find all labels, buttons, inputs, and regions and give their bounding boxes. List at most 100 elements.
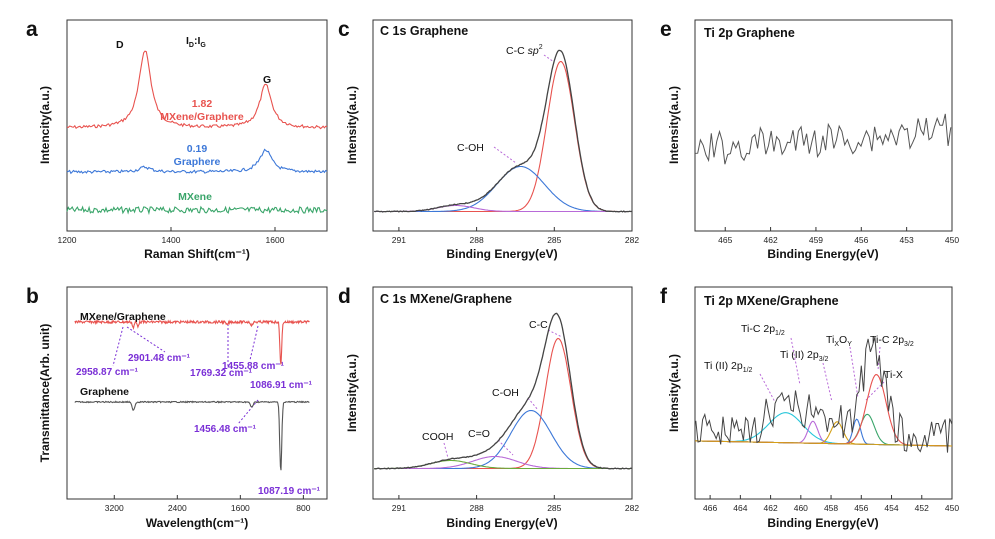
c-envelope-line xyxy=(374,49,633,213)
d-label-cc: C-C xyxy=(529,319,548,331)
a-peak-label-D: D xyxy=(116,39,124,51)
c-label-coh: C-OH xyxy=(457,142,484,154)
curve-layer xyxy=(66,49,953,471)
f-label-tiii-2p32: Ti (II) 2p3/2 xyxy=(780,349,829,363)
c-leader-cc xyxy=(543,54,555,63)
axis-title-e-x: Binding Energy(eV) xyxy=(767,247,878,261)
panel-label-f: f xyxy=(660,285,668,308)
tick-label-e-0: 465 xyxy=(718,235,732,245)
a-peak-label-G: G xyxy=(263,74,271,86)
a-series-label-graphere: Graphere xyxy=(174,156,221,168)
panel-label-d: d xyxy=(338,285,351,308)
tick-label-b-0: 3200 xyxy=(105,503,124,513)
axis-title-f-y: Intensity(a.u.) xyxy=(667,354,681,432)
b-leader-1456 xyxy=(237,399,259,425)
c-label-cc-sp2: C-C sp2 xyxy=(506,44,543,57)
frame-c xyxy=(372,19,633,232)
tick-label-a-0: 1200 xyxy=(58,235,77,245)
tick-label-d-3: 282 xyxy=(625,503,639,513)
axis-title-d-x: Binding Energy(eV) xyxy=(446,516,557,530)
axis-title-b-x: Wavelength(cm⁻¹) xyxy=(146,516,249,530)
tick-label-b-3: 800 xyxy=(296,503,310,513)
tick-label-d-2: 285 xyxy=(547,503,561,513)
f-signal-line xyxy=(695,336,953,453)
tick-label-f-6: 454 xyxy=(884,503,898,513)
axis-title-c-y: Intensity(a.u.) xyxy=(345,86,359,164)
tick-label-f-2: 462 xyxy=(763,503,777,513)
b-peak-1769: 1769.32 cm⁻¹ xyxy=(190,368,253,379)
tick-label-c-1: 288 xyxy=(470,235,484,245)
frame-a xyxy=(66,19,328,232)
tick-label-f-4: 458 xyxy=(824,503,838,513)
tick-label-e-1: 462 xyxy=(763,235,777,245)
d-component-0 xyxy=(374,337,632,470)
tick-label-f-5: 456 xyxy=(854,503,868,513)
d-label-cooh: COOH xyxy=(422,431,454,443)
d-label-coh: C-OH xyxy=(492,387,519,399)
b-leader-2901 xyxy=(126,326,166,353)
f-leader-tiii12 xyxy=(759,373,776,403)
c-component-1 xyxy=(374,165,632,213)
d-leader-cooh xyxy=(443,442,449,459)
tick-label-e-3: 456 xyxy=(854,235,868,245)
tick-label-c-2: 285 xyxy=(547,235,561,245)
f-label-tiii-2p12: Ti (II) 2p1/2 xyxy=(704,360,753,374)
a-series-line-1 xyxy=(66,148,328,175)
f-label-tixoy: TiXOY xyxy=(826,334,852,348)
a-series-label-mxene-graphere: MXene/Graphere xyxy=(160,111,244,123)
panel-title-c: C 1s Graphene xyxy=(380,24,468,38)
f-leader-tic12 xyxy=(790,337,801,386)
d-leader-cc xyxy=(547,329,563,338)
panel-label-a: a xyxy=(26,18,38,41)
frame-b xyxy=(66,286,328,500)
panel-title-d: C 1s MXene/Graphene xyxy=(380,292,512,306)
frame-f xyxy=(694,286,953,500)
b-peak-1087: 1087.19 cm⁻¹ xyxy=(258,486,321,497)
c-leader-coh xyxy=(493,146,517,164)
a-ratio-mxene-graphere: 1.82 xyxy=(192,98,213,110)
frame-e xyxy=(694,19,953,232)
tick-label-b-2: 1600 xyxy=(231,503,250,513)
f-leader-tixoy xyxy=(849,346,859,399)
a-series-label-mxene: MXene xyxy=(178,191,212,203)
b-peak-2958: 2958.87 cm⁻¹ xyxy=(76,367,139,378)
axis-title-e-y: Intensity(a.u.) xyxy=(667,86,681,164)
a-series-line-0 xyxy=(66,50,328,130)
f-label-tic-2p32: Ti-C 2p3/2 xyxy=(870,334,914,348)
f-leader-tix xyxy=(865,381,885,401)
tick-label-f-1: 464 xyxy=(733,503,747,513)
axis-title-d-y: Intensity(a.u.) xyxy=(345,354,359,432)
d-leader-coh xyxy=(527,397,539,411)
tick-label-f-8: 450 xyxy=(945,503,959,513)
tick-label-d-0: 291 xyxy=(392,503,406,513)
tick-layer: 1200 1400 1600 3200 2400 1600 800 291 288 285 282 2… xyxy=(58,227,959,513)
tick-label-e-2: 459 xyxy=(809,235,823,245)
panel-label-e: e xyxy=(660,18,672,41)
a-series-line-2 xyxy=(66,205,328,216)
frame-d xyxy=(372,286,633,500)
f-leader-lines xyxy=(759,337,885,403)
c-component-0 xyxy=(374,61,632,213)
panel-label-b: b xyxy=(26,285,39,308)
a-header-ratio: ID:IG xyxy=(186,35,206,49)
tick-label-e-5: 450 xyxy=(945,235,959,245)
axis-title-a-x: Raman Shift(cm⁻¹) xyxy=(144,247,250,261)
tick-label-f-0: 466 xyxy=(703,503,717,513)
b-peak-1455: 1455.88 cm⁻¹ xyxy=(222,361,285,372)
tick-label-a-1: 1400 xyxy=(162,235,181,245)
f-label-tic-2p12: Ti-C 2p1/2 xyxy=(741,323,785,337)
f-background-line xyxy=(694,440,953,447)
e-signal-line xyxy=(694,113,952,165)
axis-title-f-x: Binding Energy(eV) xyxy=(767,516,878,530)
b-leader-1455 xyxy=(249,325,259,361)
d-component-1 xyxy=(374,409,632,470)
tick-label-b-1: 2400 xyxy=(168,503,187,513)
axis-title-a-y: Intencity(a.u.) xyxy=(38,86,52,164)
b-peak-1086: 1086.91 cm⁻¹ xyxy=(250,380,313,391)
tick-label-f-3: 460 xyxy=(794,503,808,513)
b-series-line-0 xyxy=(74,318,310,365)
b-peak-2901: 2901.48 cm⁻¹ xyxy=(128,353,191,364)
b-series-label-graphene: Graphene xyxy=(80,386,129,398)
panel-title-f: Ti 2p MXene/Graphene xyxy=(704,294,839,308)
